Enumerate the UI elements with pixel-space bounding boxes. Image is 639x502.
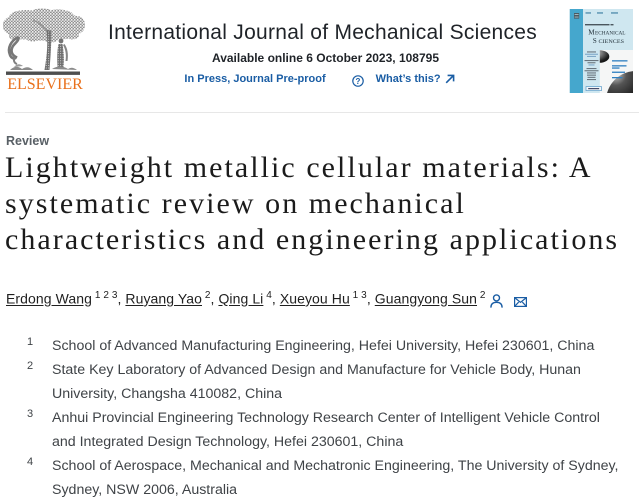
- svg-text:S: S: [593, 36, 597, 44]
- svg-text:CIENCES: CIENCES: [599, 39, 625, 44]
- svg-text:?: ?: [355, 77, 360, 86]
- svg-text:M: M: [588, 28, 595, 36]
- svg-text:ECHANICAL: ECHANICAL: [595, 31, 626, 36]
